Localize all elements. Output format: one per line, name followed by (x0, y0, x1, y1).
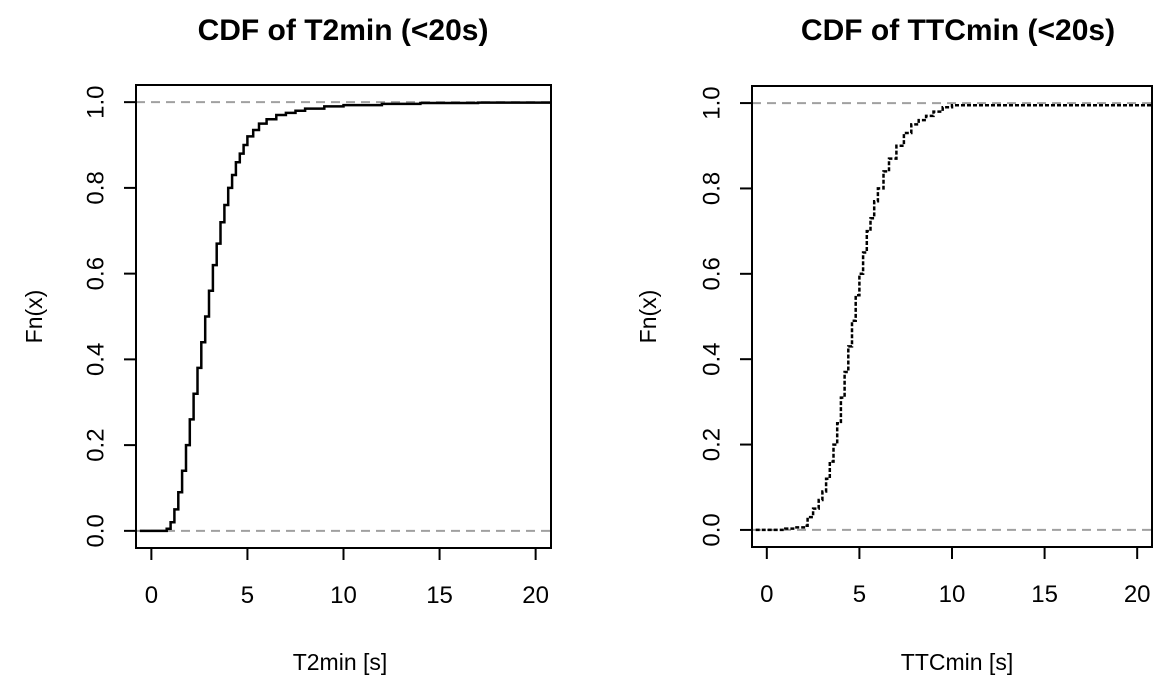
cdf-step-line (139, 101, 551, 533)
chart-t2min: CDF of T2min (<20s) 0 5 10 15 20 T2min [s] 0.0 0… (21, 14, 552, 675)
chart-panel-t2min: CDF of T2min (<20s) 0 5 10 15 20 T2min [s] 0.0 0… (21, 14, 552, 675)
y-tick-label: 1.0 (699, 86, 726, 119)
x-tick-label: 20 (1124, 581, 1151, 608)
chart-title: CDF of T2min (<20s) (198, 14, 489, 47)
x-axis-label: TTCmin [s] (901, 649, 1013, 675)
x-tick-label: 15 (426, 582, 453, 609)
plot-frame (751, 85, 1153, 548)
y-tick-label: 0.0 (699, 513, 726, 546)
x-tick-label: 5 (241, 582, 254, 609)
y-tick-label: 1.0 (83, 85, 110, 118)
x-tick-label: 10 (939, 581, 966, 608)
chart-ttcmin: CDF of TTCmin (<20s) 0 5 10 15 20 TTCmin [s] 0.… (635, 14, 1153, 675)
y-axis-label: Fn(x) (21, 290, 47, 344)
y-tick-label: 0.4 (83, 343, 110, 376)
x-tick-label: 0 (760, 581, 773, 608)
chart-title: CDF of TTCmin (<20s) (801, 14, 1115, 47)
x-tick-label: 15 (1031, 581, 1058, 608)
y-tick-label: 0.6 (699, 257, 726, 290)
x-tick-label: 5 (853, 581, 866, 608)
y-tick-label: 0.0 (83, 514, 110, 547)
x-tick-label: 0 (145, 582, 158, 609)
y-axis-label: Fn(x) (635, 290, 661, 344)
y-tick-label: 0.2 (699, 428, 726, 461)
x-tick-label: 20 (522, 582, 549, 609)
plot-frame (135, 84, 552, 549)
x-axis-label: T2min [s] (293, 649, 388, 675)
chart-panel-ttcmin: CDF of TTCmin (<20s) 0 5 10 15 20 TTCmin [s] 0.… (584, 0, 1168, 678)
y-tick-label: 0.8 (699, 172, 726, 205)
y-tick-label: 0.2 (83, 428, 110, 461)
x-tick-label: 10 (330, 582, 357, 609)
y-tick-label: 0.4 (699, 342, 726, 375)
cdf-step-line (755, 103, 1152, 532)
y-tick-label: 0.6 (83, 257, 110, 290)
y-tick-label: 0.8 (83, 171, 110, 204)
